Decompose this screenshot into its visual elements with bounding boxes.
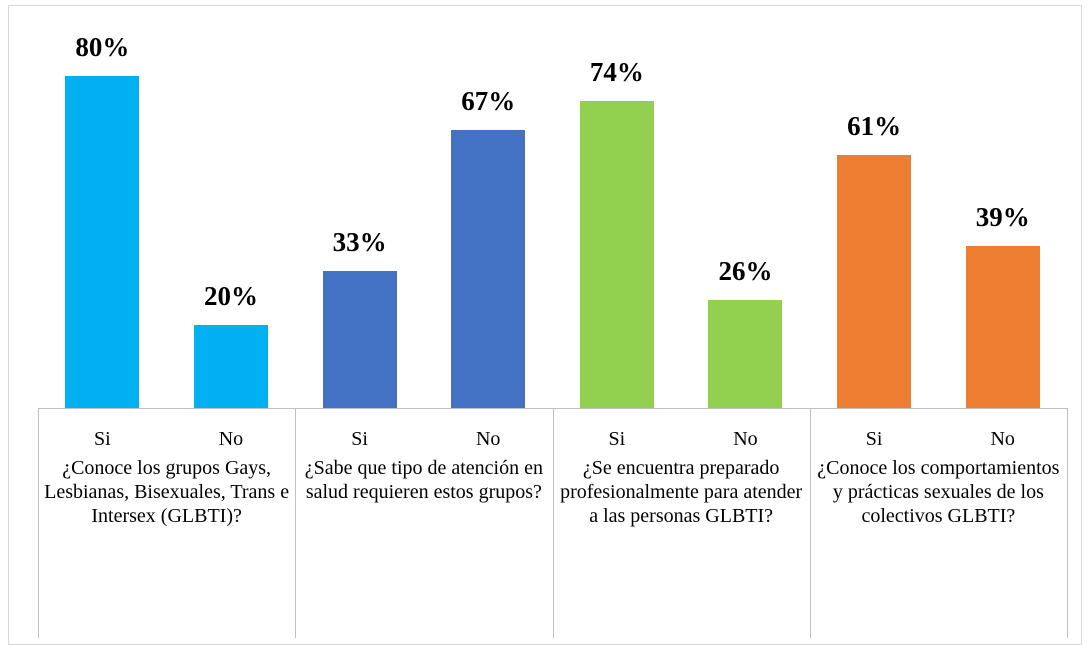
group-divider bbox=[1067, 408, 1068, 638]
group-divider bbox=[38, 408, 39, 638]
category-label: No bbox=[218, 428, 244, 450]
category-label: No bbox=[475, 428, 501, 450]
bar bbox=[708, 300, 783, 408]
group-label: ¿Se encuentra preparado profesionalmente… bbox=[560, 457, 803, 527]
value-label: 74% bbox=[589, 56, 644, 87]
bar bbox=[322, 271, 397, 408]
category-label: No bbox=[733, 428, 758, 450]
group-label: ¿Conoce los comportamientos y prácticas … bbox=[817, 457, 1060, 527]
value-label: 20% bbox=[203, 281, 258, 311]
value-label: 26% bbox=[718, 256, 773, 287]
value-label: 33% bbox=[332, 227, 387, 258]
category-label: Si bbox=[865, 428, 883, 450]
bar bbox=[579, 100, 654, 408]
value-label: 67% bbox=[461, 85, 516, 116]
bar bbox=[965, 246, 1040, 408]
category-label: No bbox=[990, 428, 1015, 450]
group-divider bbox=[552, 408, 554, 638]
category-label: Si bbox=[608, 428, 626, 450]
value-label: 80% bbox=[75, 32, 130, 62]
value-label: 61% bbox=[847, 110, 902, 141]
category-label: Si bbox=[351, 428, 368, 450]
bar bbox=[193, 325, 268, 408]
bar bbox=[451, 129, 526, 408]
value-label: 39% bbox=[975, 202, 1030, 233]
group-label: ¿Sabe que tipo de atención en salud requ… bbox=[304, 457, 543, 503]
bar bbox=[837, 154, 912, 408]
category-label: Si bbox=[93, 428, 111, 450]
bar bbox=[65, 76, 140, 408]
group-label: ¿Conoce los grupos Gays, Lesbianas, Bise… bbox=[44, 457, 290, 527]
group-divider bbox=[809, 408, 811, 638]
group-divider bbox=[295, 408, 297, 638]
